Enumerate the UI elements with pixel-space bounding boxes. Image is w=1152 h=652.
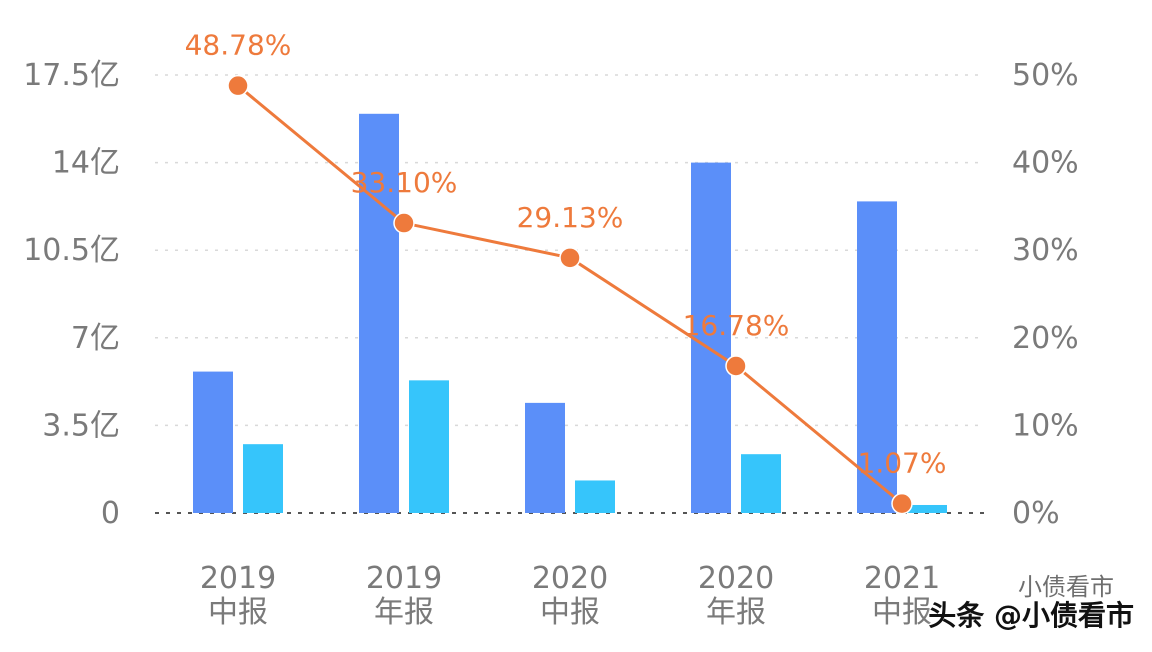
rate-point xyxy=(891,492,913,515)
rate-line-path xyxy=(237,84,903,505)
bar-series-1 xyxy=(193,371,233,513)
y-right-tick-label: 40% xyxy=(1012,146,1079,181)
y-left-tick-label: 7亿 xyxy=(71,321,120,356)
y-right-tick-label: 30% xyxy=(1012,233,1079,268)
x-category-year: 2020 xyxy=(532,561,608,596)
bar-series-1 xyxy=(359,113,399,514)
rate-data-label: 29.13% xyxy=(517,201,624,234)
rate-line xyxy=(227,74,913,515)
x-category-year: 2020 xyxy=(698,561,774,596)
x-category-period: 中报 xyxy=(540,595,600,630)
bar-series-1 xyxy=(691,162,731,513)
bar-series-1 xyxy=(525,402,565,513)
x-category-year: 2019 xyxy=(366,561,442,596)
x-category-period: 中报 xyxy=(872,595,932,630)
x-category-period: 中报 xyxy=(208,595,268,630)
bar-series-1 xyxy=(857,201,897,513)
bar-series-2 xyxy=(243,444,283,513)
rate-data-label: 48.78% xyxy=(185,29,292,62)
bars xyxy=(193,113,947,514)
y-left-tick-label: 3.5亿 xyxy=(42,408,120,443)
y-right-tick-label: 0% xyxy=(1012,496,1060,531)
bar-series-2 xyxy=(409,380,449,513)
y-right-tick-label: 10% xyxy=(1012,408,1079,443)
bar-series-2 xyxy=(741,454,781,513)
rate-data-label: 16.78% xyxy=(683,309,790,342)
bar-series-2 xyxy=(575,480,615,513)
x-category-year: 2019 xyxy=(200,561,276,596)
rate-point xyxy=(393,212,415,234)
rate-data-label: 1.07% xyxy=(858,447,947,480)
rate-point xyxy=(227,74,249,97)
x-category-period: 年报 xyxy=(374,595,434,630)
watermark-echo: 小债看市 xyxy=(1018,573,1114,601)
x-category-year: 2021 xyxy=(864,561,940,596)
y-left-tick-label: 17.5亿 xyxy=(23,58,120,93)
y-right-tick-label: 50% xyxy=(1012,58,1079,93)
rate-point xyxy=(559,247,581,269)
bar-series-2 xyxy=(907,504,947,513)
rate-point xyxy=(725,355,747,377)
labels: 0 3.5亿 7亿 10.5亿 14亿 17.5亿 0% 10% 20% 30% 40% 50% 48.… xyxy=(23,29,1078,630)
x-category-period: 年报 xyxy=(706,595,766,630)
y-right-tick-label: 20% xyxy=(1012,321,1079,356)
y-left-tick-label: 14亿 xyxy=(52,146,120,181)
watermark: 头条 @小债看市 xyxy=(928,599,1134,632)
grid-lines xyxy=(155,74,985,514)
y-left-tick-label: 0 xyxy=(101,496,120,531)
y-left-tick-label: 10.5亿 xyxy=(23,233,120,268)
rate-data-label: 33.10% xyxy=(351,166,458,199)
